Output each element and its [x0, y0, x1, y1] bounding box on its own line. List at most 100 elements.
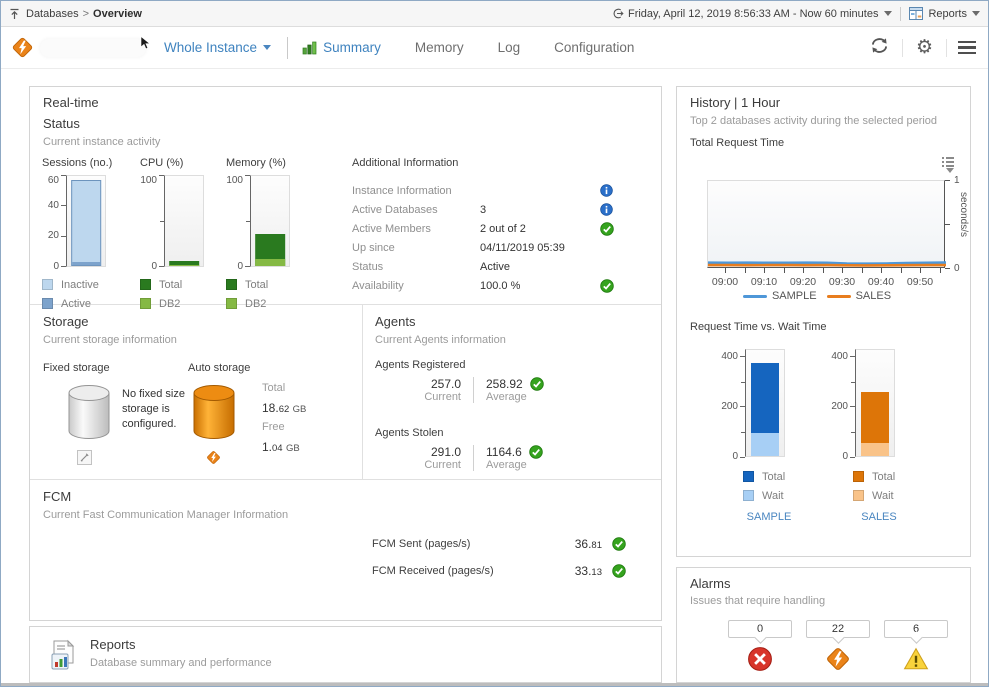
- x-axis-tick: [725, 268, 726, 273]
- fcm-received-value: 33.13: [574, 564, 602, 578]
- legend-label: Total: [245, 278, 269, 291]
- fcm-received-row: FCM Received (pages/s) 33.13: [372, 564, 626, 578]
- chart-options-icon[interactable]: [942, 157, 954, 173]
- realtime-title: Real-time: [43, 95, 99, 110]
- info-row-status[interactable]: [600, 184, 616, 197]
- legend-line-swatch: [826, 294, 851, 298]
- chart-bar: [255, 233, 285, 266]
- info-row: Status Active: [352, 257, 652, 276]
- alarm-warning[interactable]: 6: [877, 620, 955, 677]
- breadcrumb-current-page: Overview: [93, 7, 142, 20]
- sales-database-link[interactable]: SALES: [861, 511, 897, 523]
- reports-menu[interactable]: Reports: [928, 7, 967, 20]
- axis-tick-label: 0: [53, 261, 59, 272]
- axis-tick-label: 60: [47, 175, 59, 186]
- info-icon[interactable]: [600, 203, 613, 216]
- y-axis-tick: [945, 224, 950, 225]
- edit-fixed-storage-icon[interactable]: [77, 450, 92, 465]
- axis-tick-label: 0: [732, 451, 738, 462]
- legend-swatch: [743, 490, 754, 501]
- history-subtitle: Top 2 databases activity during the sele…: [690, 115, 938, 127]
- additional-information: Additional Information Instance Informat…: [352, 157, 652, 295]
- tab-log[interactable]: Log: [498, 40, 521, 55]
- x-axis-tick: [803, 268, 804, 273]
- legend-swatch: [42, 279, 53, 290]
- axis-tick: [160, 221, 164, 222]
- navigate-up-icon[interactable]: [9, 8, 21, 20]
- x-axis-tick: [939, 268, 941, 273]
- x-axis-label: 09:00: [711, 276, 739, 288]
- info-row-label: Up since: [352, 241, 395, 254]
- agents-registered-label: Agents Registered: [375, 359, 466, 371]
- info-row: Instance Information: [352, 181, 652, 200]
- x-axis-tick: [842, 268, 843, 273]
- legend-swatch: [140, 298, 151, 309]
- tab-summary[interactable]: Summary: [302, 40, 381, 55]
- mouse-cursor: [140, 35, 151, 55]
- legend-item: Active: [42, 294, 112, 313]
- info-row-value: 2 out of 2: [480, 222, 526, 235]
- agents-registered-current: 257.0: [430, 377, 461, 391]
- instance-header: Whole Instance Summary Memory Log Configura…: [1, 27, 988, 69]
- axis-tick-label: 0: [151, 261, 157, 272]
- axis-tick: [159, 266, 164, 267]
- tab-configuration[interactable]: Configuration: [554, 40, 634, 55]
- sales-bar-chart: 0 200 400 Total Wait: [827, 343, 931, 505]
- agents-registered-average: 258.92: [486, 377, 523, 391]
- axis-tick: [740, 406, 745, 408]
- alarm-severity-icon: [903, 646, 929, 677]
- legend-swatch: [853, 471, 864, 482]
- alarm-fatal[interactable]: 0: [721, 620, 799, 677]
- tab-label: Summary: [323, 40, 381, 55]
- settings-gear-icon[interactable]: ⚙: [915, 37, 933, 58]
- legend-item: Total: [853, 467, 931, 486]
- fixed-storage-message: No fixed size storage is configured.: [122, 388, 185, 430]
- info-row-status[interactable]: [600, 203, 616, 216]
- legend-swatch: [140, 279, 151, 290]
- additional-info-title: Additional Information: [352, 157, 459, 169]
- fcm-sent-value: 36.81: [574, 537, 602, 551]
- axis-tick: [850, 456, 855, 458]
- legend-label: Total: [872, 470, 896, 483]
- reports-panel[interactable]: Reports Database summary and performance: [29, 626, 662, 683]
- axis-tick: [850, 356, 855, 358]
- info-icon[interactable]: [600, 184, 613, 197]
- scope-caret-icon: [263, 45, 272, 50]
- axis-tick: [245, 175, 250, 176]
- status-section-title: Status: [43, 116, 80, 131]
- legend-swatch: [853, 490, 864, 501]
- legend-label: Wait: [762, 489, 784, 502]
- menu-hamburger-icon[interactable]: [956, 36, 978, 60]
- alarms-title: Alarms: [690, 576, 731, 591]
- scope-selector[interactable]: Whole Instance: [164, 40, 272, 55]
- axis-tick-label: 40: [47, 199, 59, 211]
- info-row-status: [600, 221, 616, 236]
- alarms-panel: Alarms Issues that require handling 0 22 6: [676, 567, 971, 683]
- chart-bar-bottom-segment: [169, 265, 199, 266]
- auto-storage-values: Total 18.62 GB Free 1.04 GB: [262, 382, 306, 460]
- reports-panel-title[interactable]: Reports: [90, 637, 136, 652]
- alarm-critical[interactable]: 22: [799, 620, 877, 677]
- x-axis-tick: [764, 268, 765, 273]
- legend-swatch: [743, 471, 754, 482]
- tab-memory[interactable]: Memory: [415, 40, 464, 55]
- header-separator: [287, 36, 289, 59]
- axis-tick: [159, 175, 164, 176]
- auto-total-label: Total: [262, 382, 286, 394]
- reports-caret-icon[interactable]: [972, 11, 980, 16]
- axis-tick-label: 200: [831, 400, 848, 412]
- top-bar: Databases > Overview Friday, April 12, 2…: [1, 1, 988, 27]
- timerange-caret-icon[interactable]: [884, 11, 893, 16]
- timerange-selector[interactable]: Friday, April 12, 2019 8:56:33 AM - Now …: [627, 7, 879, 20]
- axis-tick: [61, 235, 66, 237]
- sample-database-link[interactable]: SAMPLE: [746, 511, 792, 523]
- agents-stolen-values: 291.0 Current 1164.6 Average: [375, 445, 543, 471]
- app-logo-icon: [11, 36, 34, 59]
- legend-label: Active: [61, 297, 91, 310]
- x-axis-tick: [783, 268, 785, 273]
- fcm-sent-label: FCM Sent (pages/s): [372, 538, 471, 550]
- refresh-icon[interactable]: [866, 35, 893, 60]
- breadcrumb-databases-link[interactable]: Databases: [26, 7, 79, 20]
- axis-tick-label: 0: [842, 451, 848, 462]
